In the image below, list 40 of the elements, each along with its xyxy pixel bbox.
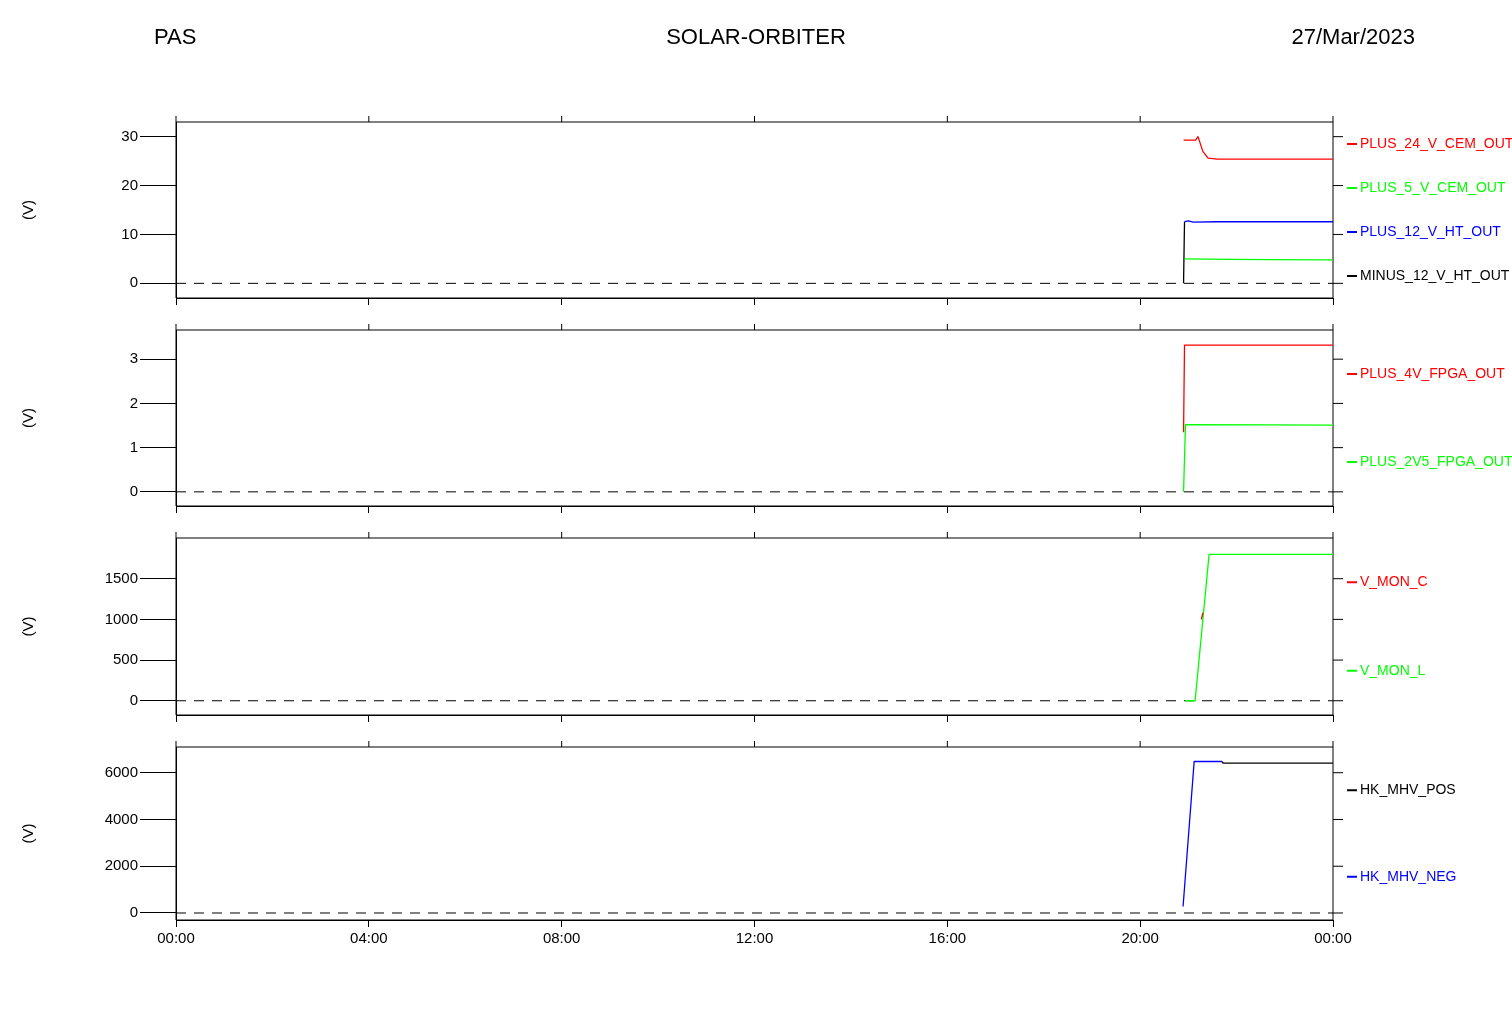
legend-label: PLUS_12_V_HT_OUT: [1360, 222, 1502, 239]
y-tick-label: 2: [129, 393, 138, 411]
y-tick-label: 1: [129, 437, 138, 455]
legend-label: HK_MHV_POS: [1360, 781, 1456, 798]
x-tick-label: 12:00: [735, 929, 774, 947]
legend-label: PLUS_2V5_FPGA_OUT: [1360, 452, 1512, 469]
y-tick-label: 6000: [104, 762, 138, 780]
y-tick-label: 500: [112, 650, 138, 668]
x-tick-label: 04:00: [350, 929, 388, 947]
y-tick-label: 3: [129, 349, 138, 367]
x-tick-label: 00:00: [1314, 929, 1352, 947]
legend-label: V_MON_L: [1360, 661, 1426, 678]
x-tick-label: 20:00: [1121, 929, 1159, 947]
y-tick-label: 10: [121, 224, 138, 242]
chart-title: SOLAR-ORBITER: [666, 24, 846, 50]
legend-label: V_MON_C: [1360, 573, 1428, 590]
y-tick-label: 1000: [104, 609, 138, 627]
y-tick-label: 30: [121, 126, 138, 144]
x-tick-label: 16:00: [928, 929, 967, 947]
y-tick-label: 0: [129, 273, 138, 291]
y-axis-title: (V): [19, 408, 37, 428]
y-tick-label: 20: [121, 175, 138, 193]
y-tick-label: 0: [129, 690, 138, 708]
y-axis-title: (V): [19, 616, 37, 637]
text: PAS: [154, 24, 197, 50]
legend-label: HK_MHV_NEG: [1360, 867, 1457, 884]
legend-label: PLUS_4V_FPGA_OUT: [1360, 364, 1506, 381]
y-tick-label: 0: [129, 903, 138, 921]
y-tick-label: 2000: [104, 856, 138, 874]
text: 27/Mar/2023: [1291, 24, 1415, 50]
x-tick-label: 08:00: [542, 929, 581, 947]
x-tick-label: 00:00: [157, 929, 195, 947]
y-axis-title: (V): [19, 200, 37, 220]
legend-label: MINUS_12_V_HT_OUT: [1360, 266, 1510, 283]
y-axis-title: (V): [19, 823, 37, 844]
legend-label: PLUS_5_V_CEM_OUT: [1360, 178, 1506, 195]
y-tick-label: 4000: [104, 809, 138, 827]
legend-label: PLUS_24_V_CEM_OUT: [1360, 134, 1512, 151]
y-tick-label: 0: [129, 481, 138, 499]
y-tick-label: 1500: [104, 568, 138, 586]
